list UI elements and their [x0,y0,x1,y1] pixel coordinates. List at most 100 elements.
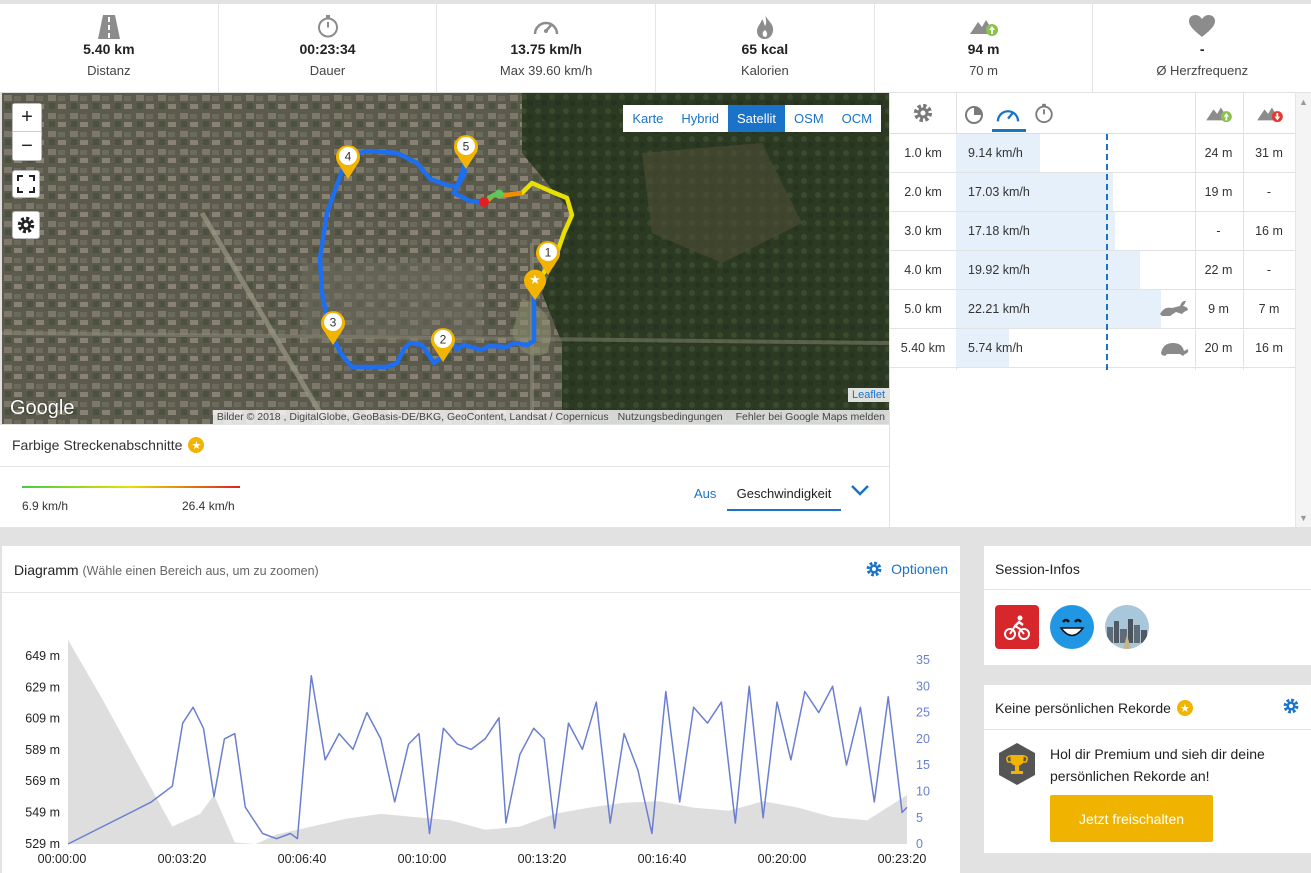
stat-heart-rate: - Ø Herzfrequenz [1093,4,1311,92]
y-left-tick-label: 609 m [25,712,60,726]
splits-scrollbar[interactable]: ▲ ▼ [1295,93,1311,527]
diagram-title: Diagramm (Wähle einen Bereich aus, um zu… [14,562,319,578]
route-marker-1[interactable]: 1 [533,237,563,277]
y-left-tick-label: 649 m [25,649,60,663]
split-row[interactable]: 4.0 km 19.92 km/h 22 m - [890,251,1295,290]
cycling-icon[interactable] [995,605,1039,649]
y-left-tick-label: 529 m [25,837,60,851]
divider [984,729,1311,730]
city-icon[interactable] [1105,605,1149,649]
report-error-link[interactable]: Fehler bei Google Maps melden [735,411,885,423]
y-right-tick-label: 0 [916,837,923,851]
calories-label: Kalorien [741,63,789,78]
satellite-imagery [2,93,889,424]
attribution-text: Bilder © 2018 , DigitalGlobe, GeoBasis-D… [216,411,609,423]
stopwatch-icon[interactable] [1033,102,1055,124]
gradient-max-label: 26.4 km/h [182,499,235,513]
split-km: 5.40 km [900,341,946,355]
map-attribution: Bilder © 2018 , DigitalGlobe, GeoBasis-D… [212,410,889,424]
divider [2,592,960,593]
descent-icon [1257,107,1283,123]
star-icon: ★ [529,273,541,288]
split-ascent: 24 m [1204,146,1233,160]
fullscreen-button[interactable] [12,170,40,198]
split-descent: 16 m [1255,224,1283,238]
terms-link[interactable]: Nutzungsbedingungen [617,411,723,423]
x-tick-label: 00:00:00 [38,852,87,866]
premium-star-icon: ★ [188,437,205,453]
descent-label: 70 m [969,63,998,78]
split-ascent: - [1216,224,1221,238]
split-descent: 7 m [1258,302,1280,316]
y-right-tick-label: 5 [916,811,923,825]
session-info-panel: Session-Infos [984,546,1311,665]
segments-title-text: Farbige Streckenabschnitte [12,437,183,453]
split-row[interactable]: 2.0 km 17.03 km/h 19 m - [890,173,1295,212]
leaflet-link[interactable]: Leaflet [847,388,889,402]
stopwatch-icon [317,15,338,38]
distance-value: 5.40 km [83,41,135,57]
route-marker-4[interactable]: 4 [333,141,363,181]
x-tick-label: 00:10:00 [398,852,447,866]
stat-speed: 13.75 km/h Max 39.60 km/h [437,4,657,92]
speed-line [67,675,908,845]
split-speed: 5.74 km/h [968,341,1023,355]
gear-icon[interactable] [912,102,934,124]
happy-face-icon[interactable] [1050,605,1094,649]
gear-icon[interactable] [1282,697,1300,715]
options-button[interactable]: Optionen [865,560,948,578]
layer-ocm[interactable]: OCM [841,111,872,126]
speedometer-icon[interactable] [995,103,1021,125]
segments-off-option[interactable]: Aus [694,486,717,501]
speed-gradient-legend [22,486,240,488]
start-marker[interactable]: ★ [522,266,548,302]
road-icon [97,15,120,39]
segments-metric-select[interactable]: Geschwindigkeit [727,479,841,511]
records-promo-text: Hol dir Premium und sieh dir deine persö… [1050,746,1265,784]
elevation-speed-chart[interactable]: 649 m 629 m 609 m 589 m 569 m 549 m 529 m 35 30 2… [2,593,960,873]
split-km: 4.0 km [904,263,942,277]
split-descent: - [1266,185,1272,199]
layer-osm[interactable]: OSM [794,111,824,126]
google-logo: Google [10,397,75,419]
split-row[interactable]: 3.0 km 17.18 km/h - 16 m [890,212,1295,251]
active-tab-indicator [992,129,1026,132]
stat-calories: 65 kcal Kalorien [656,4,875,92]
records-title: Keine persönlichen Rekorde ★ [995,700,1193,716]
pace-icon[interactable] [963,103,985,125]
y-left-tick-label: 629 m [25,680,60,694]
divider [1195,93,1196,370]
route-map[interactable]: 1 2 3 4 5 ★ + − Karte Hybrid Satellit OS… [2,93,889,424]
y-left-tick-label: 589 m [25,743,60,757]
chevron-down-icon[interactable] [850,483,870,497]
stat-duration: 00:23:34 Dauer [219,4,438,92]
split-km: 1.0 km [904,146,942,160]
x-tick-label: 00:13:20 [518,852,567,866]
layer-satellit[interactable]: Satellit [728,105,786,132]
stat-elevation: 94 m 70 m [875,4,1094,92]
split-speed-bar [956,290,1161,328]
marker-label: 1 [545,246,552,260]
split-ascent: 9 m [1208,302,1229,316]
split-speed: 17.03 km/h [968,185,1030,199]
layer-karte[interactable]: Karte [632,111,664,126]
zoom-out-button[interactable]: − [13,132,41,160]
unlock-premium-button[interactable]: Jetzt freischalten [1050,795,1213,842]
split-row[interactable]: 5.40 km 5.74 km/h 20 m 16 m [890,329,1295,368]
duration-value: 00:23:34 [299,41,356,57]
speedometer-icon [533,21,559,35]
route-marker-5[interactable]: 5 [451,131,481,171]
split-row[interactable]: 1.0 km 9.14 km/h 24 m 31 m [890,134,1295,173]
split-row[interactable]: 5.0 km 22.21 km/h 9 m 7 m [890,290,1295,329]
y-left-tick-label: 569 m [25,774,60,788]
personal-records-panel: Keine persönlichen Rekorde ★ Hol dir Pre… [984,685,1311,853]
y-right-tick-label: 15 [916,758,930,772]
zoom-in-button[interactable]: + [13,104,41,132]
route-marker-3[interactable]: 3 [318,307,348,347]
layer-hybrid[interactable]: Hybrid [681,111,719,126]
divider [984,589,1311,590]
route-marker-2[interactable]: 2 [428,324,458,364]
marker-label: 2 [440,333,447,347]
gear-icon [17,216,35,234]
map-settings-button[interactable] [12,211,40,239]
